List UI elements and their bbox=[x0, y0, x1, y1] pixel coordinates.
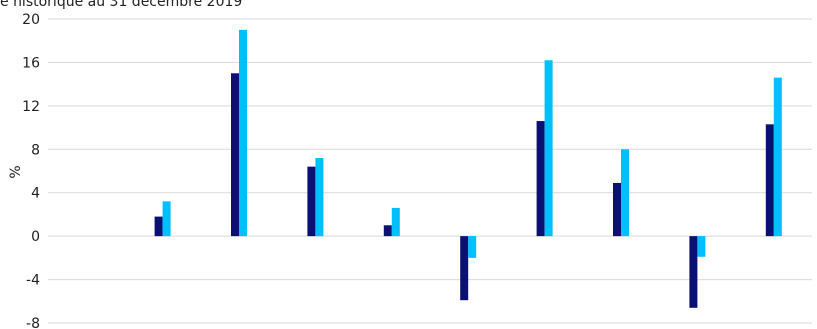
bar-series-2 bbox=[162, 201, 171, 237]
bar-series-1 bbox=[460, 236, 469, 301]
bar-series-2 bbox=[391, 207, 400, 237]
bar-series-2 bbox=[468, 236, 477, 258]
bar-series-1 bbox=[154, 216, 163, 237]
bar-series-1 bbox=[536, 121, 545, 237]
y-tick-label: 8 bbox=[31, 142, 40, 158]
bar-series-1 bbox=[231, 73, 239, 237]
y-tick-label: -8 bbox=[26, 316, 40, 329]
y-tick-label: -4 bbox=[26, 273, 40, 289]
bar-series-2 bbox=[239, 29, 247, 237]
y-tick-label: 20 bbox=[22, 12, 40, 28]
bar-series-2 bbox=[773, 77, 782, 237]
bar-series-2 bbox=[621, 149, 629, 237]
bar-series-2 bbox=[544, 60, 553, 237]
y-tick-label: 0 bbox=[31, 229, 40, 245]
y-axis-label: % bbox=[8, 165, 24, 178]
bar-series-2 bbox=[315, 157, 324, 237]
chart-subtitle: e historique au 31 décembre 2019 bbox=[0, 0, 243, 10]
bar-series-1 bbox=[383, 225, 392, 237]
bars bbox=[154, 29, 782, 308]
y-axis-ticks: 20 16 12 8 4 0 -4 -8 bbox=[22, 12, 40, 329]
y-tick-label: 12 bbox=[22, 99, 40, 115]
bar-series-1 bbox=[765, 124, 774, 237]
bar-series-1 bbox=[307, 166, 316, 237]
y-tick-label: 4 bbox=[31, 186, 40, 202]
y-tick-label: 16 bbox=[22, 55, 40, 71]
bar-series-1 bbox=[613, 182, 621, 237]
gridlines bbox=[48, 18, 812, 324]
bar-series-1 bbox=[689, 236, 698, 308]
bar-series-2 bbox=[697, 236, 706, 257]
